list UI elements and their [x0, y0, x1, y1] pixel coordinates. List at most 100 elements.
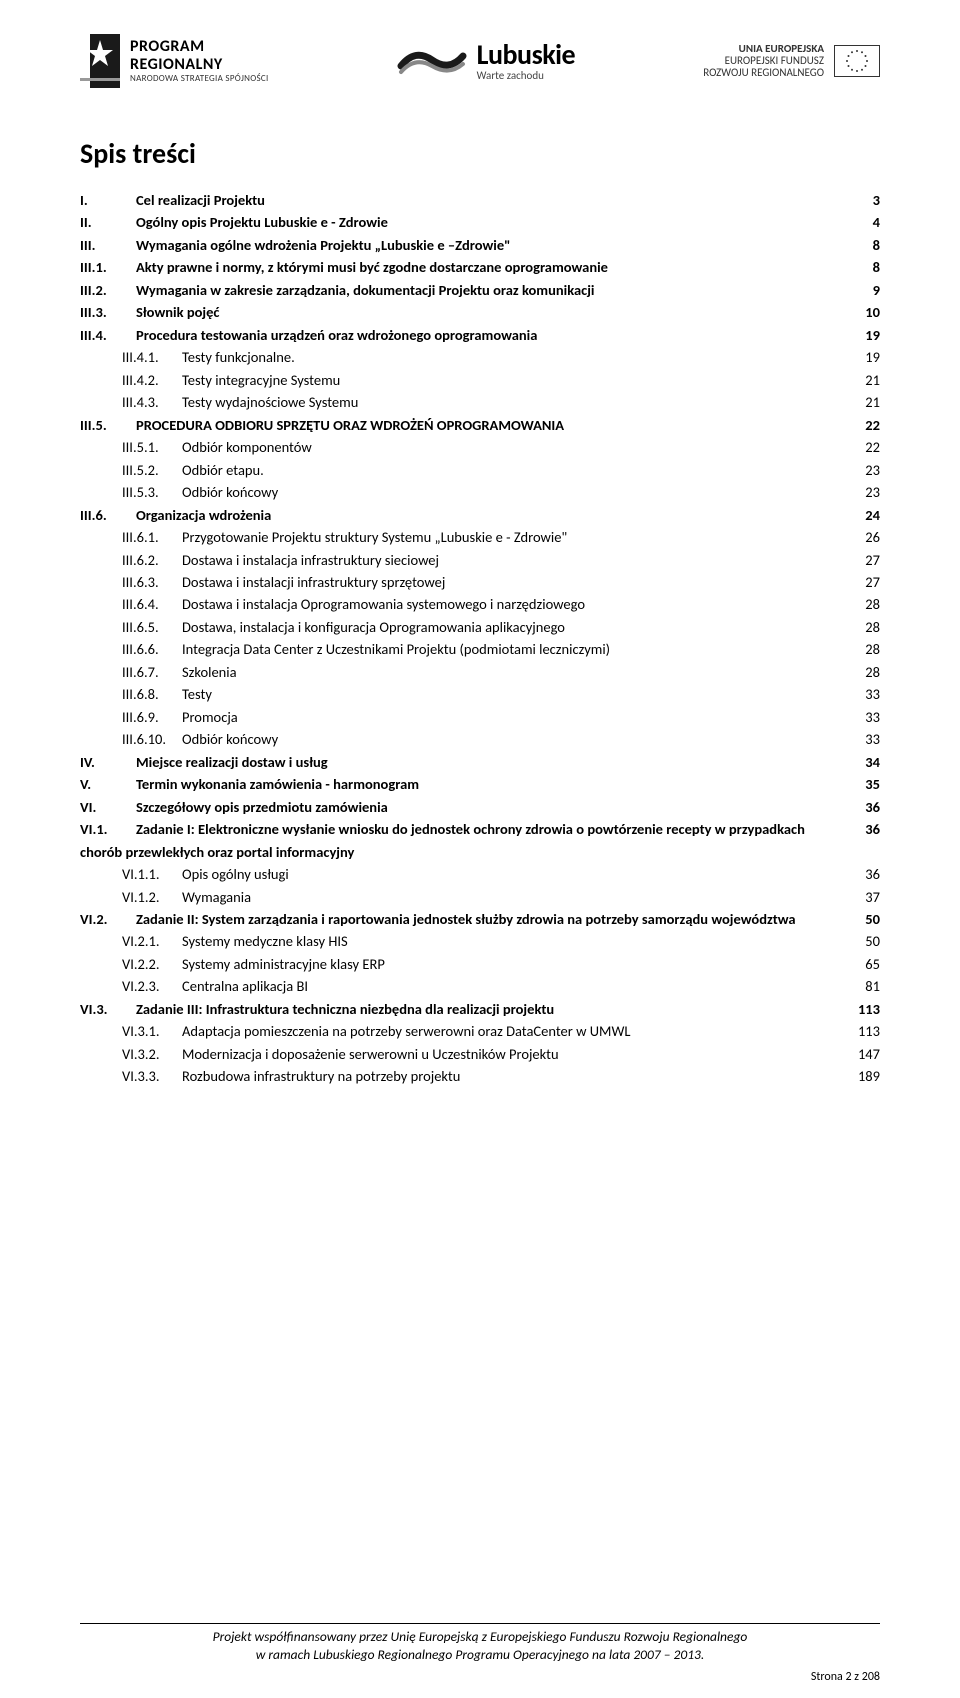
toc-entry-text: III.6.10.Odbiór końcowy	[122, 728, 840, 750]
toc-entry-page: 4	[840, 211, 880, 233]
logo-program-regionalny: PROGRAM REGIONALNY NARODOWA STRATEGIA SP…	[80, 34, 269, 88]
wave-icon	[397, 46, 467, 76]
toc-entry-label: Cel realizacji Projektu	[136, 191, 265, 209]
toc-entry-page: 27	[840, 571, 880, 593]
toc-entry: III.5.1.Odbiór komponentów22	[80, 436, 880, 458]
toc-entry-text: III.2.Wymagania w zakresie zarządzania, …	[80, 279, 840, 301]
toc-entry-label: Odbiór komponentów	[182, 438, 312, 456]
toc-entry-text: VI.Szczegółowy opis przedmiotu zamówieni…	[80, 796, 840, 818]
toc-entry-page: 36	[840, 818, 880, 840]
toc-entry-text: III.6.3.Dostawa i instalacji infrastrukt…	[122, 571, 840, 593]
toc-entry-page: 36	[840, 796, 880, 818]
toc-entry-label: Modernizacja i doposażenie serwerowni u …	[182, 1045, 559, 1063]
toc-entry-text: III.4.Procedura testowania urządzeń oraz…	[80, 324, 840, 346]
toc-entry-text: VI.3.2.Modernizacja i doposażenie serwer…	[122, 1043, 840, 1065]
toc-entry-number: III.4.2.	[122, 369, 182, 391]
toc-entry: III.6.Organizacja wdrożenia24	[80, 504, 880, 526]
toc-entry: III.5.3.Odbiór końcowy23	[80, 481, 880, 503]
toc-entry: III.6.7.Szkolenia28	[80, 661, 880, 683]
toc-entry-label: Ogólny opis Projektu Lubuskie e - Zdrowi…	[136, 213, 388, 231]
page-number: Strona 2 z 208	[811, 1670, 880, 1684]
toc-entry-text: III.6.6.Integracja Data Center z Uczestn…	[122, 638, 840, 660]
toc-entry-label: Odbiór końcowy	[182, 730, 278, 748]
toc-entry-text: VI.3.1.Adaptacja pomieszczenia na potrze…	[122, 1020, 840, 1042]
toc-entry: III.6.9.Promocja33	[80, 706, 880, 728]
toc-entry-number: III.6.9.	[122, 706, 182, 728]
toc-entry-number: II.	[80, 211, 136, 233]
toc-entry-number: IV.	[80, 751, 136, 773]
toc-list: I.Cel realizacji Projektu3II.Ogólny opis…	[80, 189, 880, 1088]
toc-entry-number: III.5.1.	[122, 436, 182, 458]
toc-entry-text: VI.2.3.Centralna aplikacja BI	[122, 975, 840, 997]
toc-entry-number: VI.2.3.	[122, 975, 182, 997]
toc-entry: III.4.2.Testy integracyjne Systemu21	[80, 369, 880, 391]
toc-entry-page: 19	[840, 346, 880, 368]
toc-entry-number: III.6.4.	[122, 593, 182, 615]
toc-entry: III.6.10.Odbiór końcowy33	[80, 728, 880, 750]
toc-entry-number: III.4.	[80, 324, 136, 346]
toc-entry-page: 33	[840, 728, 880, 750]
toc-entry-text: VI.2.Zadanie II: System zarządzania i ra…	[80, 908, 840, 930]
footer-line1: Projekt współfinansowany przez Unię Euro…	[80, 1628, 880, 1646]
toc-entry: VI.3.2.Modernizacja i doposażenie serwer…	[80, 1043, 880, 1065]
toc-entry-text: VI.3.Zadanie III: Infrastruktura technic…	[80, 998, 840, 1020]
toc-entry-text: III.6.2.Dostawa i instalacja infrastrukt…	[122, 549, 840, 571]
footer-block: Projekt współfinansowany przez Unię Euro…	[80, 1623, 880, 1664]
toc-entry-text: III.6.Organizacja wdrożenia	[80, 504, 840, 526]
toc-entry-label: Zadanie III: Infrastruktura techniczna n…	[136, 1000, 554, 1018]
toc-entry-page: 10	[840, 301, 880, 323]
toc-entry-page: 33	[840, 683, 880, 705]
toc-entry-label: Centralna aplikacja BI	[182, 977, 308, 995]
toc-entry-number: III.4.3.	[122, 391, 182, 413]
toc-entry-text: III.5.2.Odbiór etapu.	[122, 459, 840, 481]
toc-entry-label: Akty prawne i normy, z którymi musi być …	[136, 258, 608, 276]
toc-entry-text: VI.2.2.Systemy administracyjne klasy ERP	[122, 953, 840, 975]
toc-entry-label: Testy funkcjonalne.	[182, 348, 295, 366]
toc-entry-number: III.1.	[80, 256, 136, 278]
toc-entry: VI.1.2.Wymagania37	[80, 886, 880, 908]
toc-entry-text: III.5.1.Odbiór komponentów	[122, 436, 840, 458]
toc-entry-text: II.Ogólny opis Projektu Lubuskie e - Zdr…	[80, 211, 840, 233]
toc-entry-text: III.4.2.Testy integracyjne Systemu	[122, 369, 840, 391]
toc-entry-page: 81	[840, 975, 880, 997]
toc-entry: VI.2.1.Systemy medyczne klasy HIS50	[80, 930, 880, 952]
toc-entry-number: VI.1.2.	[122, 886, 182, 908]
toc-entry-number: VI.2.1.	[122, 930, 182, 952]
toc-entry: III.3.Słownik pojęć10	[80, 301, 880, 323]
toc-entry-number: VI.3.3.	[122, 1065, 182, 1087]
toc-entry-text: VI.1.1.Opis ogólny usługi	[122, 863, 840, 885]
toc-entry-page: 28	[840, 661, 880, 683]
toc-entry: III.6.4.Dostawa i instalacja Oprogramowa…	[80, 593, 880, 615]
toc-entry-page: 113	[840, 1020, 880, 1042]
toc-entry: III.5.PROCEDURA ODBIORU SPRZĘTU ORAZ WDR…	[80, 414, 880, 436]
footer-line2: w ramach Lubuskiego Regionalnego Program…	[80, 1646, 880, 1664]
toc-entry-number: III.6.	[80, 504, 136, 526]
toc-entry: II.Ogólny opis Projektu Lubuskie e - Zdr…	[80, 211, 880, 233]
toc-entry-number: VI.3.	[80, 998, 136, 1020]
toc-entry-label: Odbiór końcowy	[182, 483, 278, 501]
toc-entry-text: III.6.4.Dostawa i instalacja Oprogramowa…	[122, 593, 840, 615]
toc-entry: VI.2.2.Systemy administracyjne klasy ERP…	[80, 953, 880, 975]
toc-entry: VI.2.3.Centralna aplikacja BI81	[80, 975, 880, 997]
toc-entry: IV.Miejsce realizacji dostaw i usług34	[80, 751, 880, 773]
toc-entry-label: Odbiór etapu.	[182, 461, 264, 479]
toc-entry-page: 189	[840, 1065, 880, 1087]
toc-entry-label: Testy integracyjne Systemu	[182, 371, 340, 389]
toc-entry: I.Cel realizacji Projektu3	[80, 189, 880, 211]
toc-entry-label: Miejsce realizacji dostaw i usług	[136, 753, 328, 771]
toc-entry-page: 24	[840, 504, 880, 526]
toc-entry-text: VI.1.2.Wymagania	[122, 886, 840, 908]
toc-entry-page: 23	[840, 481, 880, 503]
toc-entry: VI.2.Zadanie II: System zarządzania i ra…	[80, 908, 880, 930]
toc-entry-label: Testy	[182, 685, 212, 703]
logo-mid-sub: Warte zachodu	[477, 70, 576, 82]
toc-entry-label: Procedura testowania urządzeń oraz wdroż…	[136, 326, 537, 344]
toc-entry-text: VI.1.Zadanie I: Elektroniczne wysłanie w…	[80, 818, 840, 863]
toc-entry-page: 147	[840, 1043, 880, 1065]
toc-entry-label: Adaptacja pomieszczenia na potrzeby serw…	[182, 1022, 630, 1040]
toc-entry-text: III.6.7.Szkolenia	[122, 661, 840, 683]
toc-entry-label: Organizacja wdrożenia	[136, 506, 271, 524]
header-logos-row: PROGRAM REGIONALNY NARODOWA STRATEGIA SP…	[80, 26, 880, 96]
toc-entry-text: III.6.9.Promocja	[122, 706, 840, 728]
toc-entry-text: III.4.3.Testy wydajnościowe Systemu	[122, 391, 840, 413]
